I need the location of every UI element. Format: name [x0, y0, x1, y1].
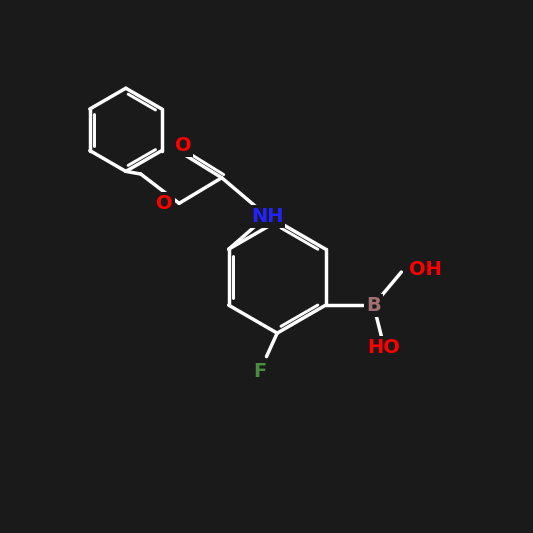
Text: F: F: [254, 362, 266, 381]
Text: NH: NH: [251, 207, 284, 225]
Text: OH: OH: [409, 260, 442, 279]
Text: B: B: [366, 296, 381, 314]
Text: O: O: [156, 194, 173, 213]
Text: O: O: [174, 136, 191, 155]
Text: HO: HO: [367, 338, 400, 357]
